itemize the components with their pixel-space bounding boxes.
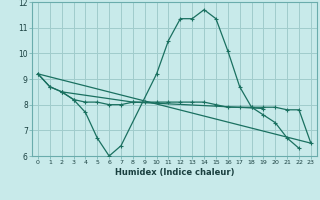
X-axis label: Humidex (Indice chaleur): Humidex (Indice chaleur): [115, 168, 234, 177]
